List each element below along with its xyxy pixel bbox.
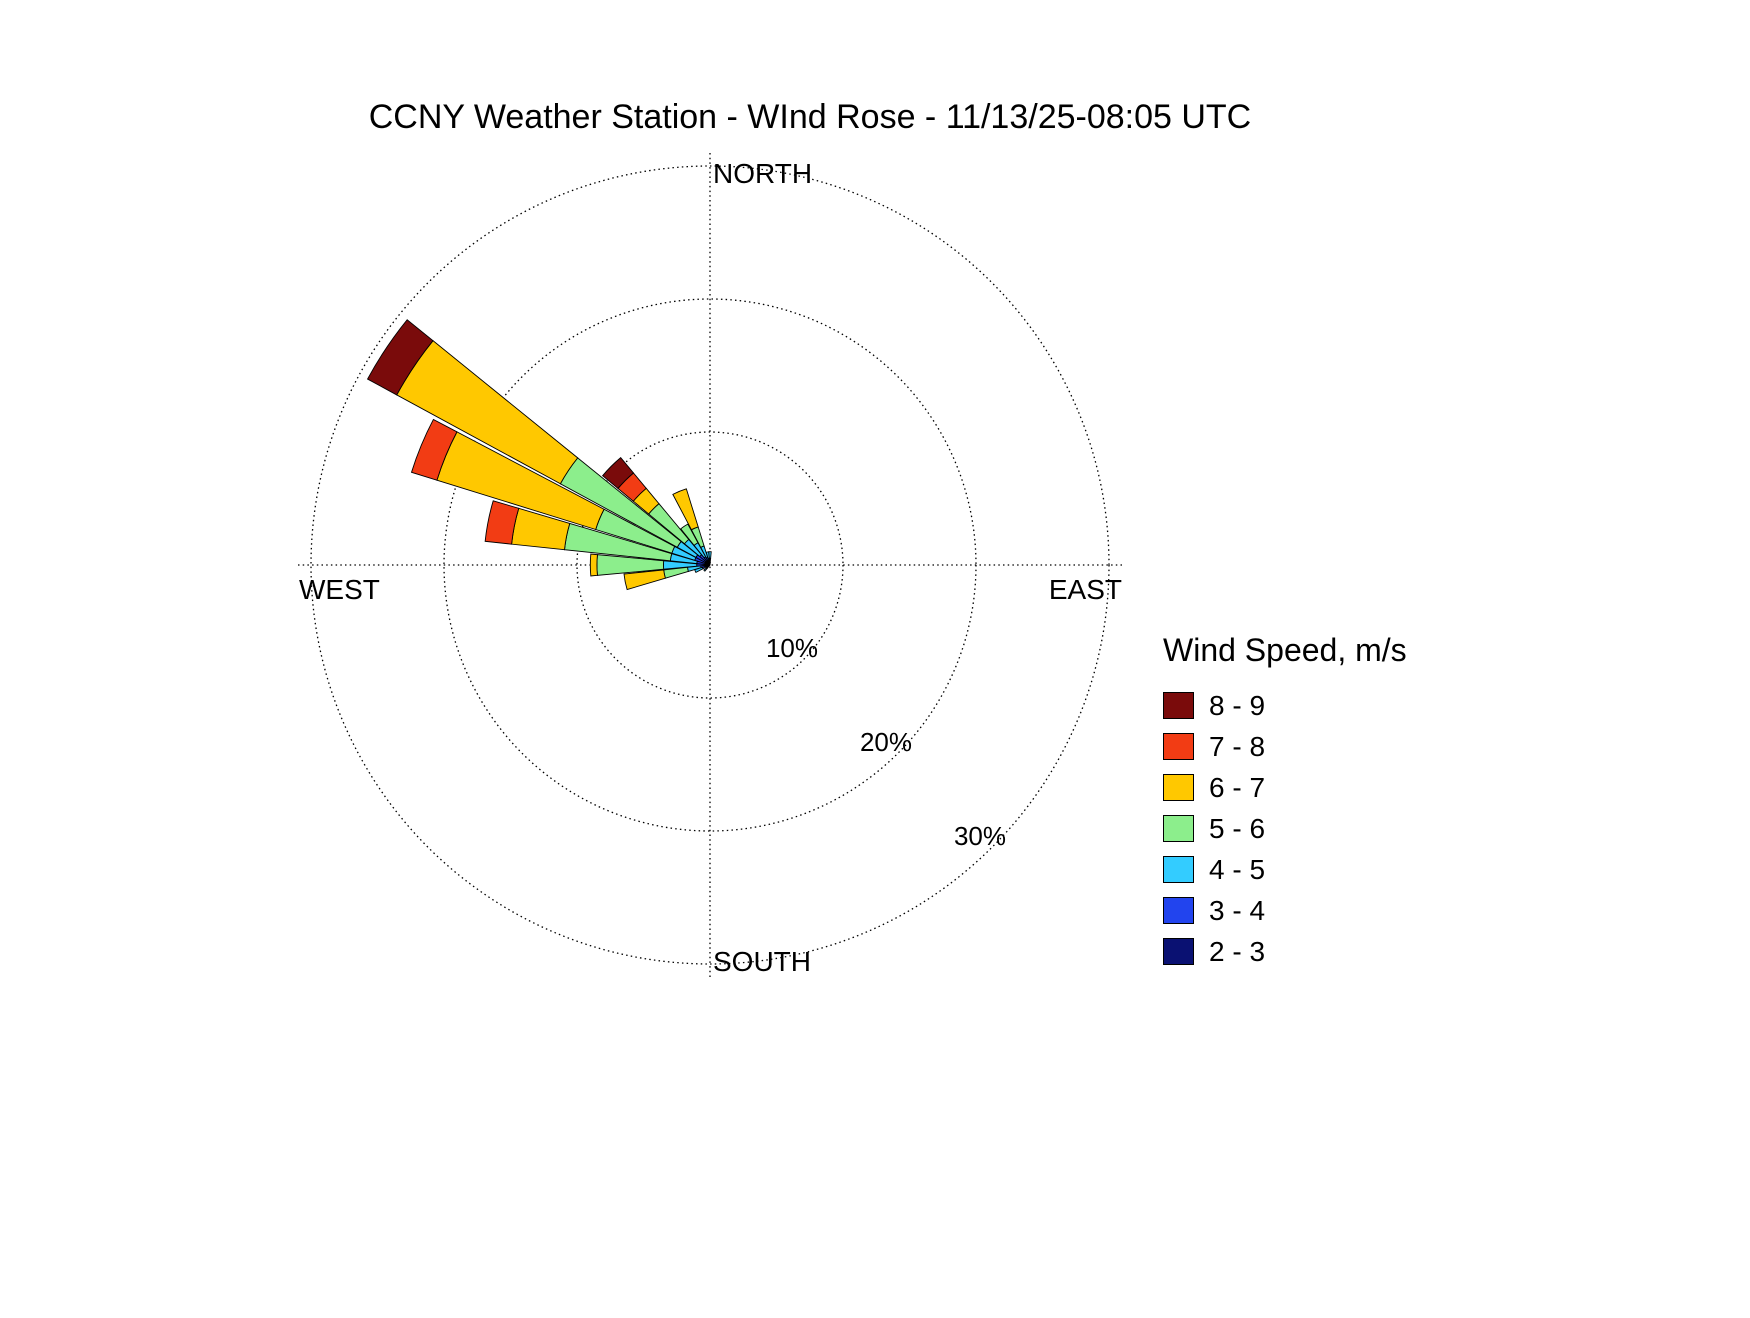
- legend-item: 5 - 6: [1163, 808, 1407, 849]
- compass-label-east: EAST: [1049, 574, 1122, 605]
- legend-label: 4 - 5: [1209, 854, 1265, 886]
- legend-label: 7 - 8: [1209, 731, 1265, 763]
- legend-swatch: [1163, 938, 1194, 965]
- legend-swatch: [1163, 692, 1194, 719]
- wind-speed-legend: Wind Speed, m/s 8 - 9 7 - 8 6 - 7 5 - 6 4 - …: [1163, 632, 1407, 972]
- compass-label-south: SOUTH: [713, 946, 811, 977]
- legend-swatch: [1163, 733, 1194, 760]
- legend-item: 6 - 7: [1163, 767, 1407, 808]
- legend-items: 8 - 9 7 - 8 6 - 7 5 - 6 4 - 5 3 - 4 2 - 3: [1163, 685, 1407, 972]
- legend-swatch: [1163, 897, 1194, 924]
- wind-petal-segment: [624, 570, 665, 590]
- wind-petal-segment: [673, 489, 698, 530]
- ring-label-20: 20%: [860, 727, 912, 757]
- compass-label-west: WEST: [299, 574, 380, 605]
- legend-item: 8 - 9: [1163, 685, 1407, 726]
- legend-swatch: [1163, 774, 1194, 801]
- ring-label-30: 30%: [954, 821, 1006, 851]
- wind-petal-segment: [590, 554, 597, 576]
- legend-item: 2 - 3: [1163, 931, 1407, 972]
- legend-swatch: [1163, 856, 1194, 883]
- chart-title: CCNY Weather Station - WInd Rose - 11/13…: [369, 98, 1252, 136]
- legend-title: Wind Speed, m/s: [1163, 632, 1407, 669]
- legend-label: 8 - 9: [1209, 690, 1265, 722]
- legend-label: 5 - 6: [1209, 813, 1265, 845]
- legend-item: 7 - 8: [1163, 726, 1407, 767]
- legend-label: 6 - 7: [1209, 772, 1265, 804]
- legend-item: 4 - 5: [1163, 849, 1407, 890]
- ring-label-10: 10%: [766, 633, 818, 663]
- legend-label: 2 - 3: [1209, 936, 1265, 968]
- legend-item: 3 - 4: [1163, 890, 1407, 931]
- legend-label: 3 - 4: [1209, 895, 1265, 927]
- legend-swatch: [1163, 815, 1194, 842]
- compass-label-north: NORTH: [713, 158, 812, 189]
